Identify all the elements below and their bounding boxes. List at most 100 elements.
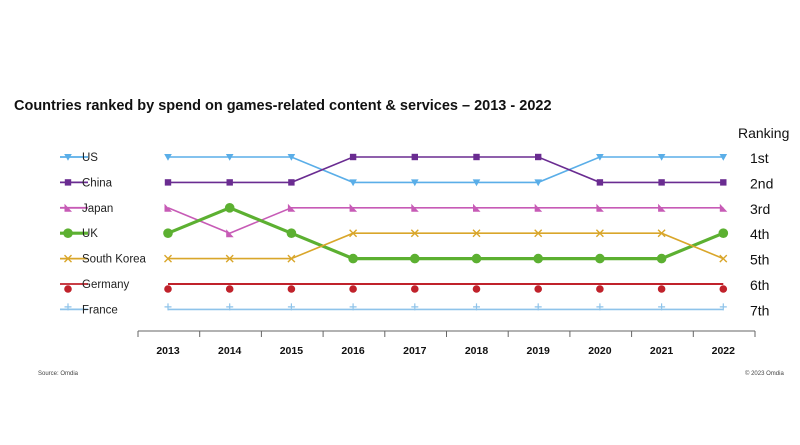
legend-marker-us: [64, 153, 72, 161]
rank-label-3: 3rd: [750, 201, 770, 217]
legend-marker-japan: [64, 203, 72, 212]
data-point-japan-2015: [287, 203, 296, 212]
series-uk: [163, 203, 729, 264]
data-point-china-2021: [658, 179, 665, 186]
x-tick-label-2017: 2017: [403, 345, 427, 357]
data-point-us-2021: [657, 153, 666, 161]
legend-label-japan: Japan: [82, 203, 113, 215]
data-point-japan-2016: [349, 203, 358, 212]
series-line-uk: [167, 206, 724, 261]
data-point-uk-2018: [471, 253, 482, 264]
legend-item-us: US: [60, 152, 98, 164]
data-point-china-2014: [226, 179, 233, 186]
data-point-japan-2021: [658, 203, 666, 212]
source-note: Source: Omdia: [38, 371, 79, 377]
data-point-uk-2017: [410, 253, 420, 264]
data-point-south-korea-2014: [225, 254, 234, 263]
data-point-germany-2015: [287, 285, 296, 293]
data-point-uk-2014: [224, 203, 235, 213]
data-point-germany-2017: [411, 285, 419, 293]
legend-item-uk: UK: [60, 228, 98, 240]
legend-marker-china: [64, 179, 72, 186]
legend-marker-france: [64, 303, 72, 311]
legend-item-japan: Japan: [60, 203, 113, 215]
x-tick-label-2015: 2015: [280, 345, 304, 357]
ranking-header: Ranking: [738, 125, 789, 141]
legend-item-china: China: [60, 177, 113, 189]
data-point-south-korea-2015: [287, 254, 296, 263]
data-point-france-2021: [658, 303, 666, 311]
x-tick-label-2021: 2021: [650, 345, 674, 357]
data-point-south-korea-2016: [349, 229, 358, 238]
data-point-us-2020: [596, 153, 604, 161]
data-point-china-2016: [349, 153, 357, 161]
data-point-south-korea-2013: [164, 254, 172, 263]
legend-label-china: China: [82, 177, 113, 189]
legend-marker-germany: [64, 285, 72, 293]
data-point-us-2022: [719, 153, 728, 161]
rank-label-5: 5th: [750, 252, 769, 268]
rank-label-7: 7th: [750, 302, 769, 318]
data-point-germany-2019: [534, 285, 542, 293]
data-point-france-2016: [349, 303, 357, 311]
data-point-germany-2022: [719, 285, 728, 293]
data-point-china-2018: [473, 153, 480, 161]
chart-title: Countries ranked by spend on games-relat…: [14, 98, 552, 114]
data-point-uk-2022: [718, 228, 729, 238]
data-point-germany-2016: [349, 285, 357, 293]
legend-item-france: France: [60, 303, 118, 316]
data-point-uk-2015: [286, 228, 297, 238]
x-axis-ticks: 2013 2014 2015 2016 2017 2018 2019 2020 2021 2022: [137, 331, 756, 357]
data-point-uk-2020: [595, 253, 605, 264]
legend-label-south-korea: South Korea: [82, 254, 147, 266]
data-point-south-korea-2017: [410, 229, 419, 238]
series-us: [164, 153, 728, 187]
data-point-south-korea-2019: [534, 229, 543, 238]
data-point-south-korea-2022: [719, 254, 728, 263]
data-point-france-2022: [719, 303, 727, 311]
series-line-china: [168, 156, 724, 184]
series-japan: [164, 203, 728, 238]
data-point-china-2020: [596, 179, 604, 186]
data-point-japan-2018: [473, 203, 481, 212]
x-tick-label-2019: 2019: [527, 345, 551, 357]
copyright-note: © 2023 Omdia: [745, 370, 784, 377]
data-point-us-2013: [164, 153, 172, 161]
data-point-us-2016: [349, 179, 357, 187]
x-tick-label-2014: 2014: [218, 345, 242, 357]
x-tick-label-2022: 2022: [712, 345, 736, 357]
data-point-france-2020: [596, 303, 604, 311]
data-point-china-2022: [720, 179, 727, 186]
rank-labels: 1st 2nd 3rd 4th 5th 6th 7th: [750, 150, 773, 318]
rank-label-2: 2nd: [750, 175, 773, 191]
x-tick-label-2013: 2013: [156, 345, 180, 357]
data-point-japan-2014: [226, 229, 234, 238]
data-point-uk-2019: [533, 253, 543, 264]
data-point-uk-2013: [163, 228, 173, 238]
data-point-south-korea-2021: [657, 229, 666, 238]
data-point-germany-2018: [472, 285, 481, 293]
data-point-uk-2021: [656, 253, 667, 264]
data-point-china-2013: [164, 179, 172, 186]
data-point-france-2017: [411, 303, 419, 311]
series-layer: [163, 153, 729, 311]
data-point-south-korea-2018: [472, 229, 481, 238]
x-tick-label-2018: 2018: [465, 345, 489, 357]
series-south-korea: [164, 229, 728, 263]
data-point-us-2015: [287, 153, 296, 161]
data-point-japan-2017: [411, 203, 419, 212]
legend-marker-south-korea: [64, 254, 72, 263]
data-point-germany-2021: [657, 285, 666, 293]
series-line-south-korea: [168, 232, 724, 260]
data-point-us-2017: [411, 179, 419, 187]
data-point-china-2017: [411, 153, 418, 161]
data-point-france-2015: [287, 303, 295, 311]
data-point-france-2019: [534, 303, 542, 311]
legend-label-germany: Germany: [82, 279, 130, 291]
x-tick-label-2020: 2020: [588, 345, 612, 357]
data-point-france-2013: [164, 303, 172, 311]
series-germany: [164, 283, 728, 293]
data-point-japan-2022: [719, 203, 728, 212]
series-line-us: [168, 156, 724, 184]
data-point-japan-2013: [164, 203, 172, 212]
